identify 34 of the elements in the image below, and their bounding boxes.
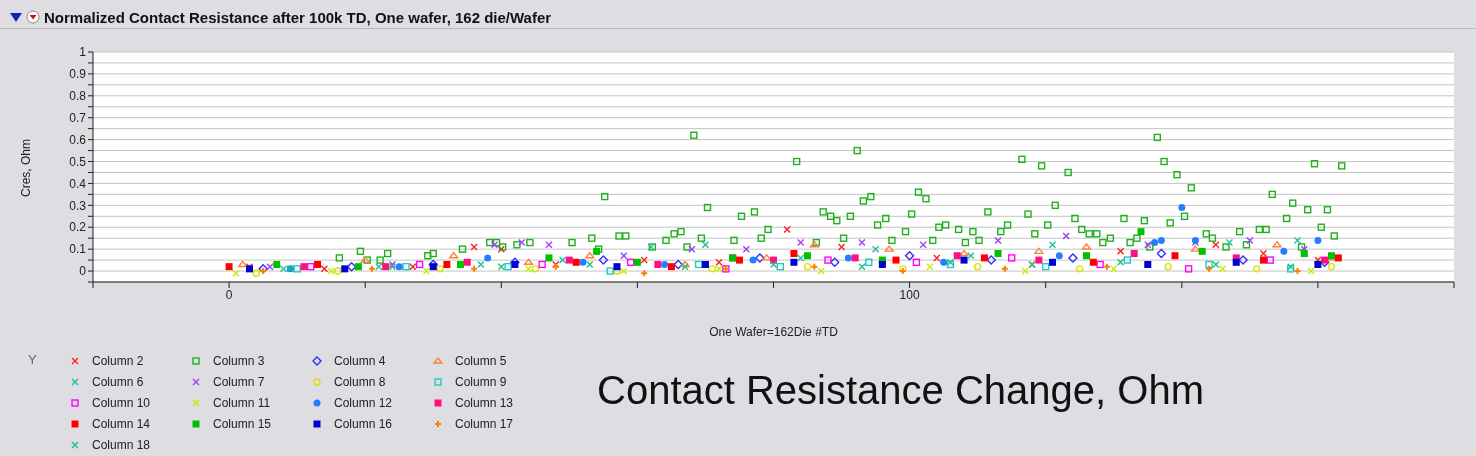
legend-title: Y [28,352,38,369]
y-tick-label: 1 [79,45,87,60]
y-tick-label: 0.6 [69,132,87,147]
y-tick-label: 0.9 [69,67,87,82]
legend-label: Column 17 [455,416,514,431]
legend-label: Column 15 [213,416,272,431]
legend-label: Column 3 [213,353,265,368]
y-tick-label: 0.7 [69,110,87,125]
legend-label: Column 11 [213,395,271,410]
y-tick-label: 0.4 [69,176,87,191]
legend-label: Column 16 [334,416,393,431]
legend-label: Column 14 [92,416,151,431]
legend-label: Column 4 [334,353,386,368]
legend-label: Column 7 [213,374,265,389]
x-tick-label: 100 [899,287,920,302]
x-axis-title: One Wafer=162Die #TD [709,325,839,339]
legend-label: Column 13 [455,395,514,410]
y-tick-label: 0.3 [69,198,87,213]
chart-title: Normalized Contact Resistance after 100k TD, One wafer, 162 die/Wafer [44,8,552,26]
legend-label: Column 2 [92,353,144,368]
legend-label: Column 5 [455,353,507,368]
y-tick-label: 0.8 [69,89,87,104]
y-tick-label: 0.5 [69,154,87,169]
y-axis-title: Cres, Ohm [19,138,34,197]
y-tick-label: 0.1 [69,242,87,257]
text: Contact Resistance Change, Ohm [597,368,1204,413]
legend-label: Column 8 [334,374,386,389]
legend-label: Column 9 [455,374,507,389]
y-tick-label: 0 [79,264,87,279]
legend-label: Column 6 [92,374,144,389]
legend-label: Column 10 [92,395,151,410]
legend-label: Column 18 [92,437,151,452]
legend-label: Column 12 [334,395,393,410]
y-tick-label: 0.2 [69,220,87,235]
